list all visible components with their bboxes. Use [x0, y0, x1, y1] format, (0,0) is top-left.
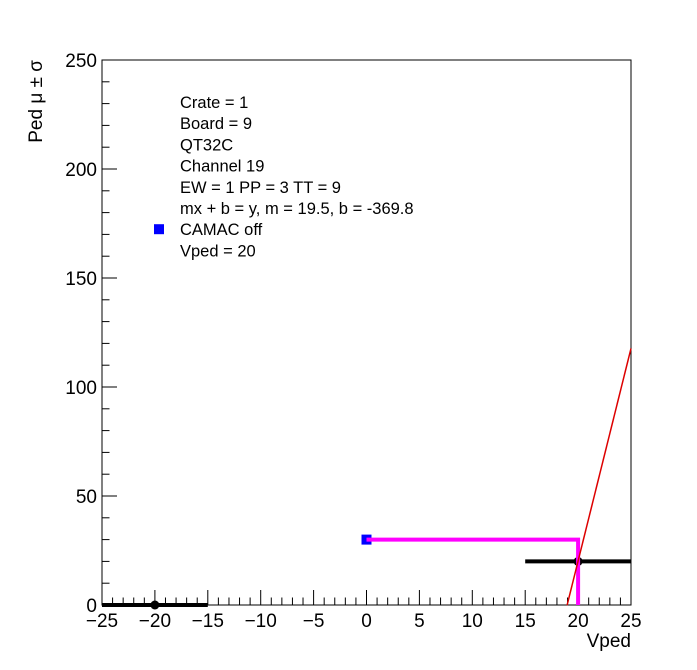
x-tick-label: −5 — [303, 611, 325, 632]
legend-entry: EW = 1 PP = 3 TT = 9 — [180, 179, 341, 197]
data-point — [150, 600, 160, 610]
legend-entry: Channel 19 — [180, 158, 264, 176]
x-tick-label: 15 — [515, 611, 536, 632]
y-axis-title: Ped μ ± σ — [26, 60, 47, 143]
legend-entry: QT32C — [180, 136, 233, 154]
legend-entry: mx + b = y, m = 19.5, b = -369.8 — [180, 200, 414, 218]
legend-entry: Vped = 20 — [180, 242, 256, 260]
x-axis-title: Vped — [587, 631, 631, 652]
x-tick-label: −10 — [245, 611, 277, 632]
y-tick-label: 0 — [86, 596, 97, 617]
y-tick-label: 150 — [65, 269, 97, 290]
x-tick-label: −15 — [192, 611, 224, 632]
y-tick-label: 200 — [65, 160, 97, 181]
vped-marker-line — [366, 537, 581, 605]
x-tick-label: 5 — [414, 611, 425, 632]
x-tick-label: −20 — [139, 611, 171, 632]
legend: Crate = 1 Board = 9 QT32C Channel 19 EW = 1 … — [154, 94, 414, 260]
legend-entry: CAMAC off — [180, 221, 263, 239]
legend-entry: Board = 9 — [180, 115, 252, 133]
y-tick-label: 50 — [76, 487, 97, 508]
x-tick-label: 20 — [568, 611, 589, 632]
data-layer — [102, 348, 632, 610]
fit-line — [566, 348, 632, 606]
x-tick-label: 25 — [620, 611, 641, 632]
legend-marker-square — [154, 224, 164, 235]
legend-entry: Crate = 1 — [180, 94, 248, 112]
x-tick-label: 10 — [462, 611, 483, 632]
x-tick-label: −25 — [86, 611, 118, 632]
y-tick-label: 100 — [65, 378, 97, 399]
x-tick-label: 0 — [361, 611, 372, 632]
y-tick-label: 250 — [65, 51, 97, 72]
